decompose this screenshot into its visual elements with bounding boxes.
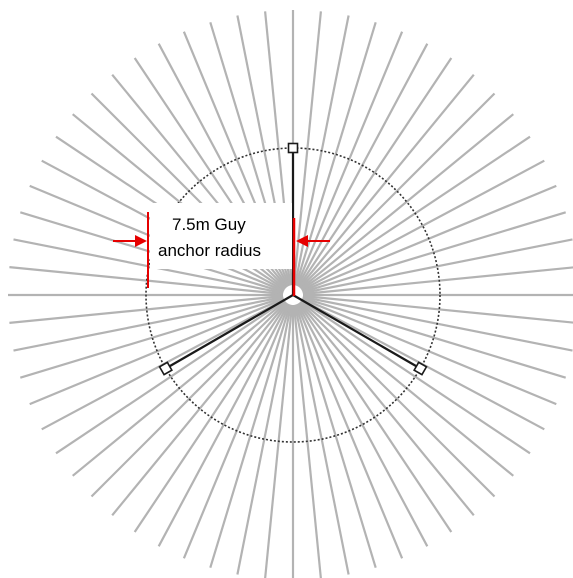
radial-line xyxy=(292,11,322,286)
radial-line xyxy=(302,238,573,295)
radius-dimension xyxy=(113,212,330,296)
radial-line xyxy=(111,302,288,516)
radial-line xyxy=(302,211,567,294)
radial-line xyxy=(300,113,514,290)
radial-line xyxy=(297,57,453,288)
dimension-left-arrow-head xyxy=(135,235,147,247)
radial-line xyxy=(236,304,293,575)
guy-anchor-3 xyxy=(158,361,173,376)
radial-line xyxy=(209,304,292,569)
radial-line xyxy=(157,303,290,547)
radial-line xyxy=(302,296,567,379)
radial-line xyxy=(300,299,531,455)
annotation-line-2: anchor radius xyxy=(158,241,261,260)
radial-line xyxy=(302,294,573,324)
radial-line xyxy=(301,159,545,292)
annotation-box xyxy=(150,203,292,269)
annotation-line-1: 7.5m Guy xyxy=(172,215,246,234)
radial-line xyxy=(29,297,285,406)
guy-anchor-2 xyxy=(413,361,428,376)
radial-line xyxy=(294,304,377,569)
guy-wire-3 xyxy=(165,294,294,370)
radial-line xyxy=(19,296,284,379)
guy-wire-2 xyxy=(292,294,421,370)
radial-line xyxy=(55,299,286,455)
radial-line xyxy=(299,301,496,498)
radial-line xyxy=(90,301,287,498)
radial-line xyxy=(299,92,496,289)
guy-anchor-1 xyxy=(287,142,299,154)
radial-line xyxy=(296,303,429,547)
radial-line xyxy=(295,31,404,287)
guy-anchors xyxy=(158,142,428,376)
radial-line xyxy=(9,294,284,324)
dimension-right-arrow-head xyxy=(296,235,308,247)
